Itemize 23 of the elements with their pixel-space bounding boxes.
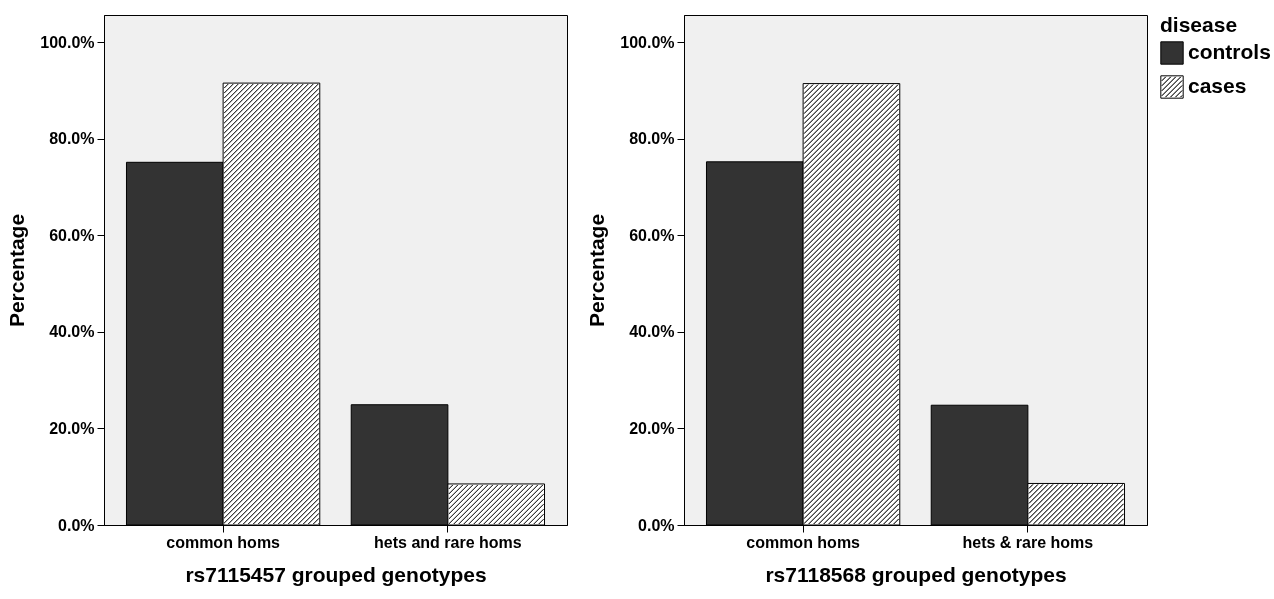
- x-tick-label: hets & rare homs: [962, 533, 1094, 551]
- x-axis-title: rs7115457 grouped genotypes: [185, 562, 487, 586]
- legend-label: cases: [1188, 74, 1247, 97]
- y-axis-title: Percentage: [585, 213, 609, 328]
- y-tick-label: 80.0%: [629, 130, 675, 148]
- legend-label: controls: [1188, 40, 1271, 63]
- y-tick-label: 80.0%: [49, 130, 95, 148]
- legend-title: disease: [1160, 13, 1238, 36]
- y-tick-label: 100.0%: [40, 33, 95, 51]
- y-tick-label: 60.0%: [49, 226, 95, 244]
- y-tick-label: 60.0%: [629, 226, 675, 244]
- x-tick-label: hets and rare homs: [374, 533, 522, 551]
- y-tick-label: 100.0%: [620, 33, 675, 51]
- x-axis-title: rs7118568 grouped genotypes: [765, 562, 1067, 586]
- y-axis-title: Percentage: [5, 213, 29, 328]
- y-tick-label: 40.0%: [49, 323, 95, 341]
- y-tick-label: 40.0%: [629, 323, 675, 341]
- x-tick-label: common homs: [746, 533, 861, 551]
- y-tick-label: 0.0%: [58, 516, 95, 534]
- x-tick-label: common homs: [166, 533, 281, 551]
- y-tick-label: 20.0%: [629, 419, 675, 437]
- y-tick-label: 20.0%: [49, 419, 95, 437]
- y-tick-label: 0.0%: [638, 516, 675, 534]
